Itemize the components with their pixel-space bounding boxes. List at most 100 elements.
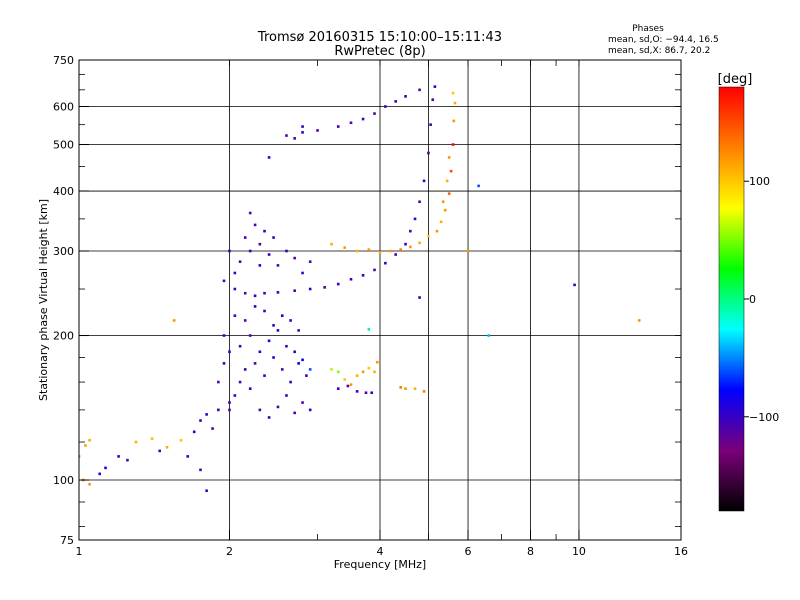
data-point xyxy=(301,125,304,128)
data-point xyxy=(330,242,333,246)
data-point xyxy=(361,370,365,374)
data-point xyxy=(293,256,296,260)
chart-subtitle: RwPretec (8p) xyxy=(334,44,425,59)
data-point xyxy=(301,358,304,362)
data-point xyxy=(435,229,439,233)
data-point xyxy=(88,438,91,442)
data-point xyxy=(243,236,247,239)
data-point xyxy=(238,260,242,264)
data-point xyxy=(248,334,252,337)
data-point xyxy=(409,245,412,249)
data-point xyxy=(272,356,275,359)
data-point xyxy=(367,328,371,331)
data-point xyxy=(361,117,365,121)
data-point xyxy=(267,339,271,343)
data-point xyxy=(355,374,359,377)
data-point xyxy=(165,446,169,449)
y-tick-label: 750 xyxy=(53,54,74,67)
data-point xyxy=(418,88,421,92)
data-point xyxy=(308,260,312,264)
data-point xyxy=(370,391,374,395)
data-point xyxy=(361,274,365,277)
data-point xyxy=(449,169,453,173)
data-point xyxy=(346,384,350,388)
data-point xyxy=(248,211,252,215)
data-point xyxy=(445,179,449,183)
data-point xyxy=(150,437,154,440)
data-point xyxy=(258,264,262,267)
data-point xyxy=(280,368,284,371)
stats-x-mode: mean, sd,X: 86.7, 20.2 xyxy=(608,46,710,56)
data-point xyxy=(297,362,300,365)
data-point xyxy=(289,380,292,384)
colorbar xyxy=(718,86,745,512)
data-point xyxy=(355,390,359,393)
data-point xyxy=(418,241,421,245)
data-point xyxy=(293,137,296,140)
data-point xyxy=(316,129,319,132)
data-point xyxy=(429,123,432,126)
x-tick-label: 10 xyxy=(572,545,586,558)
x-tick-label: 4 xyxy=(377,545,384,558)
data-point xyxy=(637,319,641,322)
data-point xyxy=(98,472,101,476)
data-point xyxy=(205,489,208,493)
data-point xyxy=(104,466,107,470)
data-point xyxy=(243,368,247,371)
data-point xyxy=(301,401,304,404)
data-point xyxy=(399,386,402,389)
data-point xyxy=(447,192,451,195)
data-point xyxy=(404,242,407,246)
data-point xyxy=(217,408,220,412)
y-tick-label: 100 xyxy=(53,474,74,487)
x-axis-label: Frequency [MHz] xyxy=(334,558,426,571)
data-point xyxy=(431,98,435,101)
data-point xyxy=(418,296,421,299)
data-point xyxy=(238,380,242,384)
x-tick-label: 6 xyxy=(465,545,472,558)
data-point xyxy=(422,390,426,393)
data-point xyxy=(233,314,237,317)
stats-heading: Phases xyxy=(632,24,664,34)
data-point xyxy=(297,329,300,332)
data-point xyxy=(228,350,231,354)
data-point xyxy=(336,125,340,128)
data-point xyxy=(427,151,430,155)
data-point xyxy=(222,279,226,283)
data-point xyxy=(289,319,292,322)
data-point xyxy=(179,438,183,442)
data-point xyxy=(336,282,340,286)
data-point xyxy=(253,362,257,365)
data-point xyxy=(308,408,312,412)
colorbar-tick-label: −100 xyxy=(749,411,779,424)
data-point xyxy=(186,455,190,458)
data-point xyxy=(263,374,266,377)
data-point xyxy=(305,374,308,377)
colorbar-tick-label: 0 xyxy=(749,293,756,306)
data-point xyxy=(285,394,288,397)
data-point xyxy=(253,294,257,298)
data-point xyxy=(427,234,430,238)
stats-o-mode: mean, sd,O: −94.4, 16.5 xyxy=(608,35,719,45)
data-point xyxy=(222,362,226,365)
data-point xyxy=(293,411,296,415)
data-point xyxy=(267,253,271,256)
data-point xyxy=(293,350,296,354)
data-point xyxy=(367,366,371,370)
data-point xyxy=(211,427,214,430)
data-point xyxy=(399,248,402,251)
data-point xyxy=(117,455,120,458)
data-point xyxy=(158,449,161,453)
data-point xyxy=(285,344,288,348)
data-point xyxy=(364,391,368,395)
data-point xyxy=(384,105,387,108)
data-point xyxy=(404,387,407,390)
data-point xyxy=(276,329,280,332)
data-point xyxy=(233,394,237,397)
data-point xyxy=(228,401,231,404)
colorbar-tick-label: 100 xyxy=(749,175,770,188)
x-tick-label: 2 xyxy=(226,545,233,558)
data-point xyxy=(134,440,138,444)
data-point xyxy=(409,229,412,233)
grid-lines xyxy=(78,60,682,540)
